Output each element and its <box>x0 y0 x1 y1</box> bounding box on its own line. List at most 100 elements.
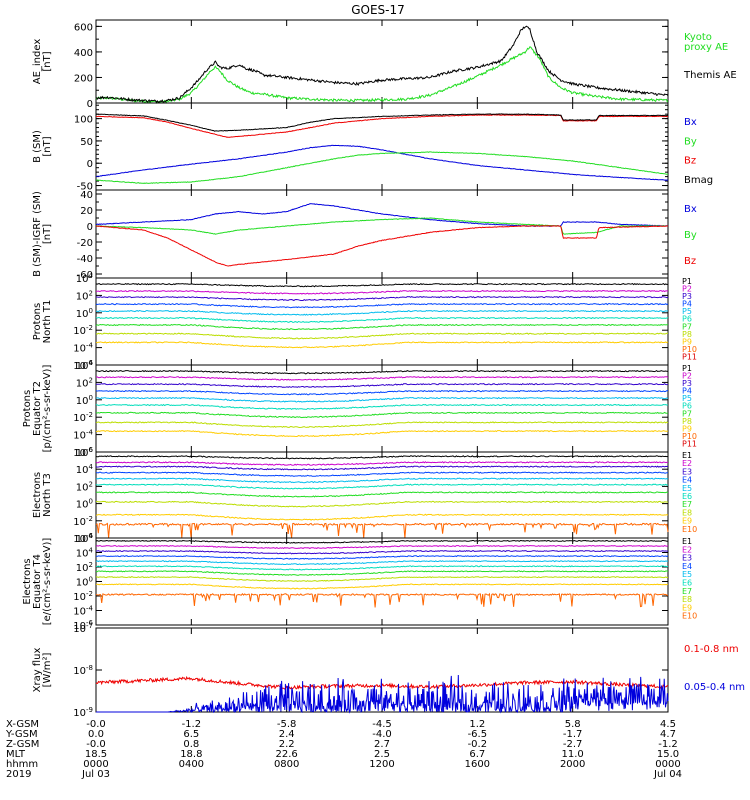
channel-line <box>95 421 669 429</box>
channel-legend-label: P2 <box>682 372 692 381</box>
channel-legend-label: E5 <box>682 570 692 579</box>
x-axis-cell: 2.5 <box>374 749 390 760</box>
x-axis-row-label: MLT <box>6 749 26 760</box>
legend-label: 0.1-0.8 nm <box>684 644 739 655</box>
channel-legend-label: E4 <box>682 562 692 571</box>
y-tick-label: 10-4 <box>73 429 93 442</box>
channel-line <box>95 369 669 375</box>
channel-legend-label: E1 <box>682 451 692 460</box>
x-axis-row-label: Y-GSM <box>5 729 38 740</box>
channel-legend-label: E4 <box>682 476 692 485</box>
channel-legend-label: P8 <box>682 330 692 339</box>
y-tick-label: 10-9 <box>73 706 93 719</box>
y-tick-label: 10-2 <box>73 515 93 528</box>
y-tick-label: 104 <box>76 272 94 285</box>
y-tick-label: 10-4 <box>73 605 93 618</box>
channel-line <box>95 555 669 560</box>
channel-line <box>95 513 669 521</box>
y-tick-label: 0 <box>87 222 93 233</box>
channel-line <box>95 316 669 323</box>
y-axis-label-line: [nT] <box>42 224 53 244</box>
channel-legend-label: P3 <box>682 379 692 388</box>
x-axis-cell: -1.2 <box>658 739 678 750</box>
x-axis-cell: 5.8 <box>565 719 581 730</box>
series-line <box>95 217 668 235</box>
x-axis-cell: Jul 04 <box>653 769 682 780</box>
x-axis-cell: -6.5 <box>468 729 488 740</box>
y-axis-label-line: Protons <box>32 303 43 340</box>
channel-legend-label: P9 <box>682 337 692 346</box>
y-tick-label: 10-7 <box>73 622 93 635</box>
y-axis-label-line: B (SM) <box>32 130 43 163</box>
channel-legend-label: P8 <box>682 417 692 426</box>
x-axis-cell: 0000 <box>83 759 108 770</box>
channel-legend-label: P11 <box>682 352 697 361</box>
channel-line <box>95 465 669 471</box>
legend-label: By <box>684 136 697 147</box>
channel-legend-label: P4 <box>682 300 692 309</box>
channel-line <box>95 389 669 396</box>
y-axis-label-line: [nT] <box>42 51 53 71</box>
y-axis-label-line: North T1 <box>42 300 53 344</box>
channel-legend-label: E8 <box>682 595 692 604</box>
x-axis-cell: 4.7 <box>660 729 676 740</box>
x-axis-cell: -0.0 <box>86 719 106 730</box>
x-axis-cell: -4.5 <box>372 719 392 730</box>
panel-bsm: -50 0 50 100 B (SM)[nT] Bx By Bz Bmag <box>32 102 713 193</box>
x-axis-cell: 15.0 <box>657 749 679 760</box>
channel-line <box>95 522 669 539</box>
legend-label: 0.05-0.4 nm <box>684 682 745 693</box>
channel-line <box>95 382 669 388</box>
y-tick-label: 0 <box>87 159 93 170</box>
x-axis-cell: 2.2 <box>279 739 295 750</box>
x-axis-row-label: X-GSM <box>6 719 39 730</box>
channel-legend-label: P6 <box>682 315 692 324</box>
channel-legend-label: E10 <box>682 525 697 534</box>
channel-legend-label: E7 <box>682 500 692 509</box>
x-axis-cell: 0.0 <box>88 729 104 740</box>
channel-line <box>95 302 669 309</box>
channel-legend-label: P5 <box>682 307 692 316</box>
channel-legend-label: P5 <box>682 394 692 403</box>
x-axis-cell: 0.8 <box>183 739 199 750</box>
channel-legend-label: P11 <box>682 439 697 448</box>
channel-line <box>96 583 669 590</box>
series-line <box>95 225 668 267</box>
y-axis-label: ProtonsNorth T1 <box>32 300 53 344</box>
channel-line <box>95 539 669 544</box>
channel-line <box>95 576 668 582</box>
channel-line <box>95 592 669 608</box>
series-line <box>95 203 669 227</box>
y-tick-label: 100 <box>76 498 93 511</box>
y-axis-label-line: Xray flux <box>32 648 43 693</box>
channel-legend-label: P10 <box>682 432 697 441</box>
channel-line <box>95 455 669 460</box>
x-axis-cell: -2.7 <box>563 739 583 750</box>
channel-line <box>95 570 669 576</box>
y-axis-label: Xray flux[W/m²] <box>32 648 53 693</box>
y-axis-label-line: [e/(cm²-s-sr-keV)] <box>42 538 53 626</box>
x-axis-cell: -5.8 <box>277 719 297 730</box>
legend-label: By <box>684 230 697 241</box>
y-tick-label: 104 <box>76 359 94 372</box>
x-axis-cell: -4.0 <box>372 729 392 740</box>
panel-pt2: 104 102 100 10-2 10-4 10-6 ProtonsEquator T2[p… <box>22 359 697 459</box>
channel-line <box>95 341 669 349</box>
x-axis-cell: -1.2 <box>182 719 202 730</box>
channel-legend-label: E9 <box>682 603 692 612</box>
y-tick-label: 102 <box>76 480 93 493</box>
channel-line <box>95 471 668 477</box>
channel-line <box>95 411 669 419</box>
y-axis-label-line: [W/m²] <box>42 652 53 687</box>
channel-legend-label: E6 <box>682 579 692 588</box>
channel-legend-label: P10 <box>682 345 697 354</box>
y-axis-label-line: Electrons <box>22 558 33 604</box>
y-tick-label: 102 <box>76 561 93 574</box>
channel-legend-label: P7 <box>682 409 692 418</box>
channel-line <box>95 296 669 302</box>
channel-legend-label: E3 <box>682 554 692 563</box>
y-axis-label-line: AE_index <box>32 39 43 85</box>
y-axis-label-line: Equator T2 <box>32 381 43 436</box>
channel-legend-label: P1 <box>682 277 692 286</box>
